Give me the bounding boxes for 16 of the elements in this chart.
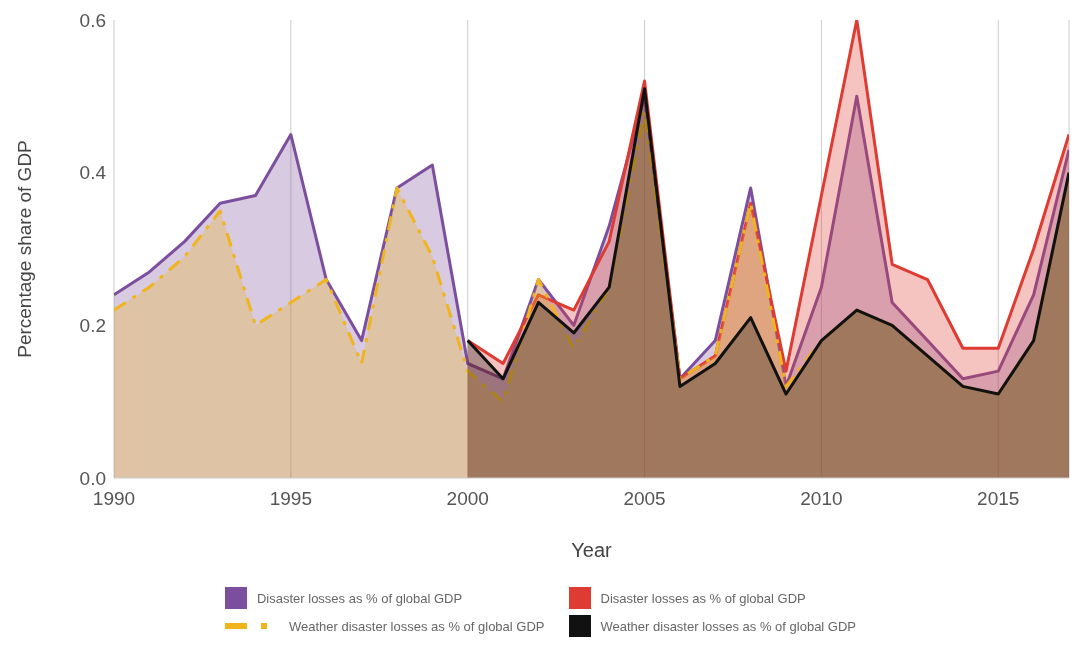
x-tick-label: 2005	[623, 488, 666, 510]
legend-label: Disaster losses as % of global GDP	[256, 590, 463, 606]
legend-label: Weather disaster losses as % of global GDP	[600, 618, 857, 634]
y-tick-label: 0.2	[79, 315, 106, 337]
legend-label: Disaster losses as % of global GDP	[600, 590, 806, 606]
x-tick-label: 1990	[92, 488, 136, 510]
y-tick-label: 0.0	[79, 467, 106, 489]
y-tick-label: 0.4	[79, 162, 107, 184]
y-axis-title: Percentage share of GDP	[13, 140, 35, 358]
y-tick-label: 0.6	[79, 9, 106, 31]
x-axis-title: Year	[571, 539, 613, 561]
legend-label: Weather disaster losses as % of global GDP	[288, 618, 545, 634]
x-tick-label: 2015	[977, 488, 1020, 510]
x-tick-label: 2000	[446, 488, 489, 510]
x-tick-label: 1995	[269, 488, 312, 510]
x-tick-label: 2010	[800, 488, 843, 510]
